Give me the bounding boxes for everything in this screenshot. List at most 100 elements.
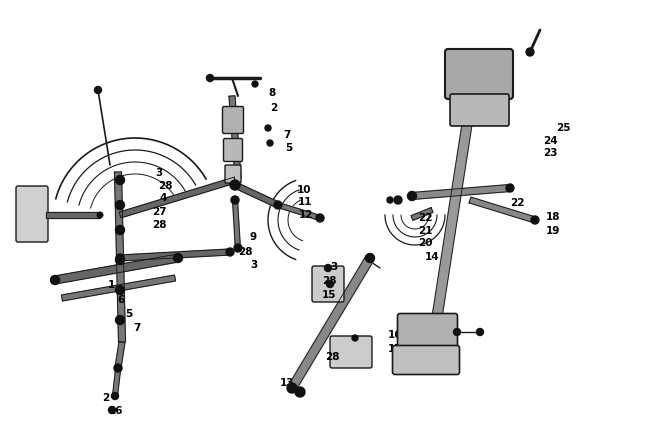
Circle shape: [231, 196, 239, 204]
Circle shape: [326, 280, 333, 287]
Circle shape: [324, 265, 332, 272]
FancyBboxPatch shape: [312, 266, 344, 302]
Circle shape: [116, 315, 125, 325]
Text: 28: 28: [152, 220, 166, 230]
Circle shape: [98, 212, 103, 218]
Circle shape: [116, 255, 125, 265]
Text: 12: 12: [299, 210, 313, 220]
Polygon shape: [62, 275, 176, 301]
Polygon shape: [233, 200, 240, 250]
FancyBboxPatch shape: [445, 49, 513, 99]
Polygon shape: [112, 370, 120, 396]
Text: 26: 26: [108, 406, 122, 416]
Circle shape: [116, 254, 124, 262]
FancyBboxPatch shape: [398, 314, 458, 354]
Circle shape: [109, 406, 116, 413]
Circle shape: [116, 201, 125, 209]
Text: 21: 21: [418, 226, 432, 236]
Text: 6: 6: [117, 295, 124, 305]
Text: 3: 3: [250, 260, 257, 270]
FancyBboxPatch shape: [222, 106, 244, 134]
Text: 2: 2: [270, 103, 278, 113]
Text: 7: 7: [133, 323, 140, 333]
Circle shape: [408, 191, 417, 201]
Polygon shape: [120, 249, 230, 261]
Text: 22: 22: [418, 213, 432, 223]
Circle shape: [234, 244, 242, 252]
Polygon shape: [422, 328, 441, 350]
Text: 14: 14: [425, 252, 439, 262]
FancyBboxPatch shape: [225, 165, 241, 183]
Polygon shape: [469, 197, 536, 223]
Text: 25: 25: [556, 123, 571, 133]
Text: 19: 19: [546, 226, 560, 236]
Text: 8: 8: [268, 88, 275, 98]
Circle shape: [295, 387, 305, 397]
Circle shape: [531, 216, 539, 224]
Text: 16: 16: [388, 330, 402, 340]
Circle shape: [454, 328, 460, 336]
Polygon shape: [411, 184, 510, 199]
Polygon shape: [278, 203, 320, 220]
Text: 28: 28: [238, 247, 252, 257]
Polygon shape: [114, 172, 125, 342]
Polygon shape: [288, 256, 374, 390]
Text: 13: 13: [280, 378, 294, 388]
Text: 4: 4: [160, 193, 168, 203]
Text: 27: 27: [152, 207, 166, 217]
Circle shape: [226, 248, 234, 256]
Circle shape: [506, 184, 514, 192]
Text: 9: 9: [249, 232, 256, 242]
Circle shape: [267, 140, 273, 146]
Text: 3: 3: [330, 262, 337, 272]
Text: 18: 18: [546, 212, 560, 222]
Circle shape: [174, 254, 183, 262]
Circle shape: [274, 201, 282, 209]
Text: 22: 22: [510, 198, 525, 208]
Circle shape: [116, 286, 125, 294]
Text: 24: 24: [543, 136, 558, 146]
Circle shape: [116, 176, 125, 184]
Polygon shape: [55, 254, 179, 284]
Circle shape: [51, 276, 60, 285]
Text: 28: 28: [325, 352, 339, 362]
Circle shape: [114, 364, 122, 372]
Circle shape: [365, 254, 374, 262]
Polygon shape: [229, 96, 241, 178]
FancyBboxPatch shape: [16, 186, 48, 242]
Text: 2: 2: [102, 393, 109, 403]
Circle shape: [352, 335, 358, 341]
Circle shape: [287, 383, 297, 393]
Text: 23: 23: [543, 148, 558, 158]
Text: 5: 5: [285, 143, 292, 153]
Text: 10: 10: [297, 185, 311, 195]
Circle shape: [394, 196, 402, 204]
Polygon shape: [46, 212, 100, 218]
Circle shape: [526, 48, 534, 56]
Circle shape: [207, 74, 213, 81]
Text: 15: 15: [322, 290, 337, 300]
FancyBboxPatch shape: [450, 94, 509, 126]
Polygon shape: [234, 182, 280, 208]
Polygon shape: [411, 208, 433, 220]
FancyBboxPatch shape: [224, 138, 242, 162]
FancyBboxPatch shape: [393, 346, 460, 374]
Text: 11: 11: [298, 197, 313, 207]
Polygon shape: [115, 342, 125, 368]
Text: 7: 7: [283, 130, 291, 140]
Circle shape: [252, 81, 258, 87]
Circle shape: [476, 328, 484, 336]
Circle shape: [387, 197, 393, 203]
Polygon shape: [430, 117, 473, 331]
Text: 3: 3: [155, 168, 162, 178]
Circle shape: [94, 86, 101, 93]
FancyBboxPatch shape: [330, 336, 372, 368]
Circle shape: [265, 125, 271, 131]
Text: 5: 5: [125, 309, 132, 319]
Text: 20: 20: [418, 238, 432, 248]
Text: 1: 1: [108, 280, 115, 290]
Circle shape: [112, 392, 118, 399]
Text: 17: 17: [388, 344, 402, 354]
Text: 28: 28: [322, 276, 337, 286]
Circle shape: [316, 214, 324, 222]
